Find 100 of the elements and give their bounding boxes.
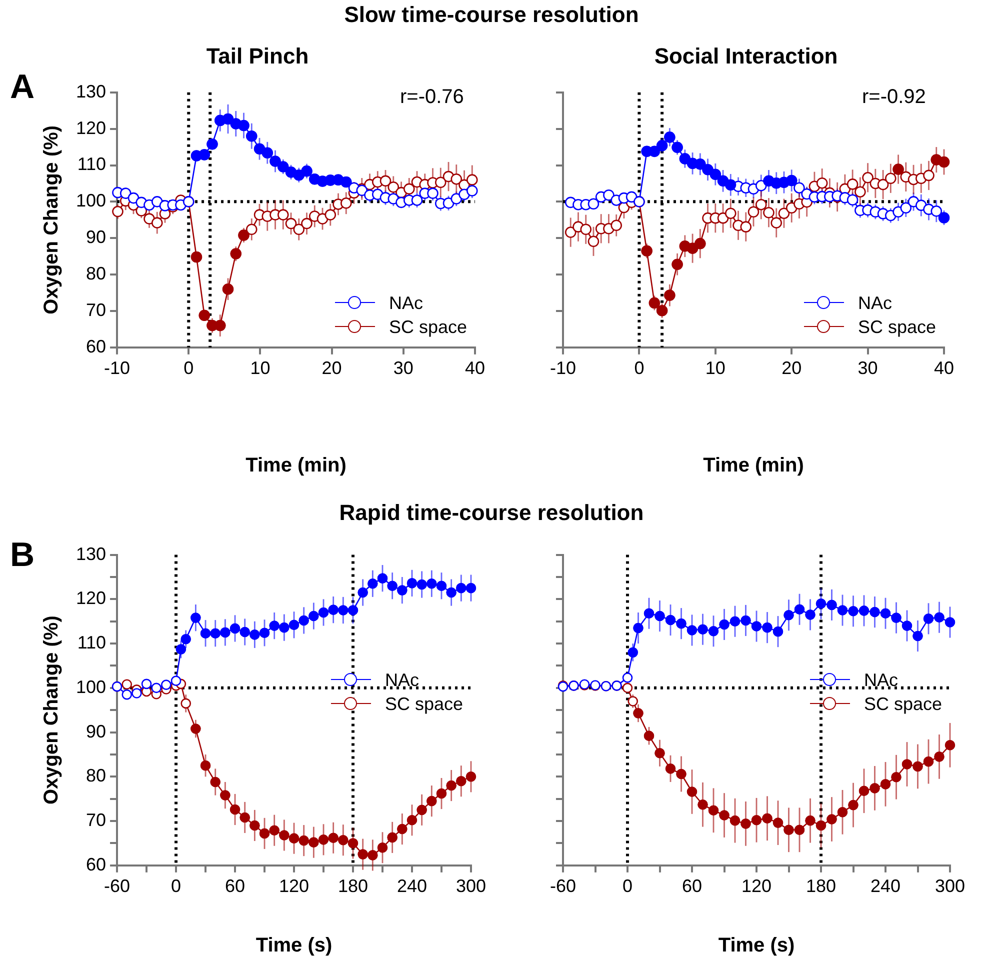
point [180,698,192,709]
x-axis-title: Time (min) [246,454,346,477]
point [930,206,942,217]
point [120,188,132,199]
point [324,209,336,220]
point [755,180,767,192]
point [122,679,132,690]
y-tick-label: 60 [86,854,106,874]
y-tick-label: 130 [76,544,106,564]
legend-label: NAc [858,292,892,316]
text: Rapid time-course resolution [338,500,645,526]
x-tick-label: 180 [806,876,836,896]
y-axis-title: Oxygen Change (%) [40,125,63,314]
x-tick-label: 40 [464,358,486,378]
point [161,680,172,690]
point [603,189,614,201]
point [301,218,312,230]
y-tick-label: 120 [76,588,106,608]
chart-title: Social Interaction [654,43,838,68]
point [450,173,462,185]
x-tick-label: 300 [456,876,486,896]
legend-label: SC space [864,693,942,716]
point [816,177,828,189]
x-tick-label: 240 [870,876,901,896]
point [128,192,140,204]
point [846,178,858,190]
point [588,236,600,248]
x-tick-label: -60 [104,876,130,896]
x-tick-label: 240 [396,876,428,896]
x-tick-label: 0 [622,876,633,896]
x-tick-label: 180 [338,876,368,896]
point [450,193,462,204]
x-tick-label: 20 [322,358,342,378]
x-tick-label: 20 [782,358,802,378]
point [770,217,782,228]
point [580,224,592,236]
y-axis-title: Oxygen Change (%) [40,616,63,805]
point [755,198,767,210]
x-tick-label: 60 [225,876,246,896]
point [900,202,912,214]
point [778,208,790,219]
y-tick-label: 70 [86,300,106,320]
y-tick-label: 110 [77,154,106,174]
point [112,206,124,218]
x-tick-label: -10 [550,358,576,378]
point [748,206,760,218]
point [862,172,874,184]
point [923,170,934,182]
annotation: r=-0.92 [862,86,926,109]
y-tick-label: 80 [86,264,106,284]
point [316,213,328,224]
x-axis-title: Time (s) [256,934,332,957]
x-tick-label: 40 [934,358,954,378]
point [151,217,163,228]
x-tick-label: 0 [184,358,194,378]
point [717,212,729,224]
legend-label: NAc [384,669,419,692]
legend-label: SC space [384,693,464,716]
x-axis-title: Time (s) [718,934,795,957]
legend-label: NAc [864,669,898,692]
point [380,175,392,187]
point [285,218,297,230]
point [628,696,638,706]
point [854,186,866,198]
point [877,178,889,190]
chart-title: Tail Pinch [206,43,309,68]
y-tick-label: 110 [77,632,106,653]
point [724,208,736,219]
point [466,185,478,196]
y-tick-label: 100 [76,676,106,697]
x-tick-label: 60 [682,876,702,896]
point [293,224,305,236]
point [466,174,478,186]
y-tick-label: 70 [86,810,106,830]
x-tick-label: 10 [705,358,726,378]
point [388,181,400,193]
point [170,676,182,686]
point [442,197,454,209]
point [403,183,415,195]
legend-label: SC space [858,316,936,340]
point [794,182,805,194]
y-tick-label: 100 [76,190,106,211]
x-tick-label: 30 [858,358,878,378]
point [141,678,152,690]
y-tick-label: 120 [76,118,106,138]
point [434,176,446,188]
x-axis-title: Time (min) [703,454,804,477]
y-tick-label: 60 [86,336,106,356]
point [626,191,638,203]
point [885,172,896,184]
point [846,194,858,206]
y-tick-label: 90 [86,721,106,742]
point [622,682,633,694]
y-tick-label: 130 [76,81,106,102]
y-tick-label: 90 [86,227,106,248]
point [122,689,132,700]
text: Slow time-course resolution [343,2,640,28]
point [763,206,774,218]
point [246,224,258,236]
x-tick-label: -60 [550,876,576,896]
